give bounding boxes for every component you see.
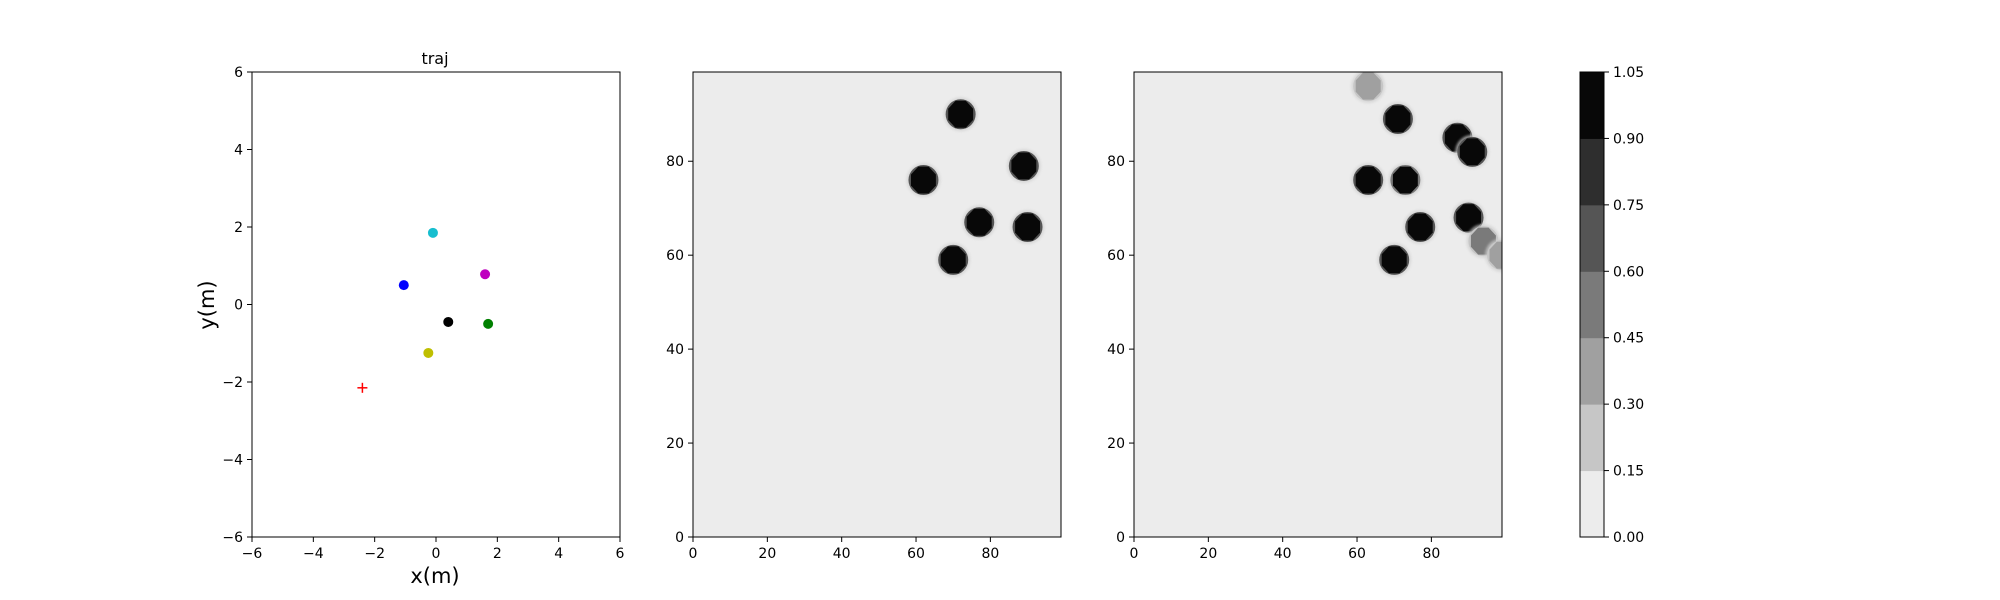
y-tick-label: 2: [234, 220, 243, 236]
y-tick-label: 60: [1107, 248, 1125, 264]
x-tick-label: 20: [1199, 546, 1217, 562]
colorbar-band: [1580, 404, 1604, 472]
colorbar-frame: [1579, 71, 1605, 538]
occupancy-blob: [906, 163, 941, 198]
y-tick-label: 60: [666, 248, 684, 264]
y-tick-label: −2: [222, 375, 243, 391]
colorbar-band: [1580, 138, 1604, 206]
x-tick-label: 4: [554, 546, 563, 562]
x-tick-label: 2: [493, 546, 502, 562]
colorbar: 0.00 0.15 0.30 0.45 0.60 0.75 0.90 1.05: [1579, 65, 1644, 546]
colorbar-tick-label: 0.15: [1613, 464, 1644, 480]
heatmap-1-x-ticks: 0 20 40 60 80: [689, 537, 999, 562]
heatmap-1-blobs: [906, 97, 1045, 277]
colorbar-band: [1580, 337, 1604, 405]
heatmap-1-y-ticks: 0 20 40 60 80: [666, 154, 693, 546]
y-tick-label: 0: [675, 530, 684, 546]
y-tick-label: 40: [666, 342, 684, 358]
heatmap-2-x-ticks: 0 20 40 60 80: [1130, 537, 1440, 562]
y-tick-label: 0: [1116, 530, 1125, 546]
y-tick-label: 80: [1107, 154, 1125, 170]
traj-y-axis-label: y(m): [195, 280, 219, 329]
occupancy-blob: [936, 242, 971, 277]
y-tick-label: −4: [222, 453, 243, 469]
traj-points: [357, 227, 494, 393]
x-tick-label: 60: [907, 546, 925, 562]
x-tick-label: 40: [833, 546, 851, 562]
traj-x-ticks: −6 −4 −2 0 2 4 6: [242, 537, 625, 562]
heatmap-1-frame: [692, 71, 1062, 538]
colorbar-tick-label: 0.60: [1613, 264, 1644, 280]
colorbar-tick-label: 0.00: [1613, 530, 1644, 546]
heatmap-1-plot-area: [693, 72, 1061, 537]
colorbar-band: [1580, 271, 1604, 339]
heatmap-panel-2: 0 20 40 60 80 0 20 40 60 80: [1107, 71, 1503, 562]
occupancy-blob: [1388, 163, 1423, 198]
heatmap-2-plot-area: [1134, 72, 1502, 537]
traj-y-ticks: −6 −4 −2 0 2 4 6: [222, 65, 252, 546]
traj-panel: traj −6 −4 −2 0 2 4 6 −6 −4 −2 0 2 4 6 x(m) y(m): [195, 49, 625, 588]
x-tick-label: −4: [303, 546, 324, 562]
x-tick-label: 80: [981, 546, 999, 562]
y-tick-label: 20: [666, 436, 684, 452]
y-tick-label: 80: [666, 154, 684, 170]
y-tick-label: 0: [234, 298, 243, 314]
agent-point: [423, 347, 434, 358]
y-tick-label: 4: [234, 143, 243, 159]
occupancy-blob: [1455, 134, 1490, 169]
occupancy-blob: [1351, 163, 1386, 198]
occupancy-blob: [1485, 238, 1502, 273]
x-tick-label: 80: [1422, 546, 1440, 562]
occupancy-blob: [1403, 210, 1438, 244]
occupancy-blob: [1006, 148, 1041, 183]
traj-x-axis-label: x(m): [410, 564, 459, 588]
colorbar-tick-label: 0.30: [1613, 397, 1644, 413]
occupancy-blob: [943, 97, 978, 132]
traj-title: traj: [421, 49, 448, 68]
occupancy-blob: [1377, 242, 1412, 277]
heatmap-panel-1: 0 20 40 60 80 0 20 40 60 80: [666, 71, 1062, 562]
colorbar-ticks: 0.00 0.15 0.30 0.45 0.60 0.75 0.90 1.05: [1604, 65, 1644, 546]
colorbar-bands: [1580, 72, 1604, 538]
x-tick-label: 0: [432, 546, 441, 562]
colorbar-tick-label: 0.75: [1613, 198, 1644, 214]
heatmap-2-blobs: [1351, 72, 1502, 277]
occupancy-blob: [1010, 210, 1045, 244]
colorbar-tick-label: 0.45: [1613, 331, 1644, 347]
agent-point: [443, 316, 454, 327]
agent-point: [483, 318, 494, 329]
colorbar-band: [1580, 204, 1604, 272]
heatmap-2-frame: [1133, 71, 1503, 538]
colorbar-tick-label: 1.05: [1613, 65, 1644, 81]
agent-point: [427, 227, 438, 238]
y-tick-label: −6: [222, 530, 243, 546]
colorbar-band: [1580, 470, 1604, 538]
goal-marker: [357, 382, 368, 393]
agent-point: [480, 269, 491, 280]
occupancy-blob: [1351, 72, 1386, 104]
y-tick-label: 6: [234, 65, 243, 81]
occupancy-blob: [962, 205, 997, 240]
x-tick-label: 6: [616, 546, 625, 562]
x-tick-label: 0: [1130, 546, 1139, 562]
colorbar-band: [1580, 72, 1604, 139]
x-tick-label: −2: [364, 546, 385, 562]
occupancy-blob: [1451, 200, 1486, 235]
traj-plot-area: [251, 71, 621, 538]
x-tick-label: 40: [1274, 546, 1292, 562]
x-tick-label: 60: [1348, 546, 1366, 562]
colorbar-tick-label: 0.90: [1613, 131, 1644, 147]
x-tick-label: 20: [758, 546, 776, 562]
agent-point: [398, 280, 409, 291]
x-tick-label: −6: [242, 546, 263, 562]
y-tick-label: 40: [1107, 342, 1125, 358]
y-tick-label: 20: [1107, 436, 1125, 452]
x-tick-label: 0: [689, 546, 698, 562]
heatmap-2-y-ticks: 0 20 40 60 80: [1107, 154, 1134, 546]
occupancy-blob: [1380, 101, 1415, 136]
